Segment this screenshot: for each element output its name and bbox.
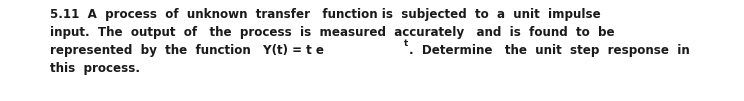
Text: .  Determine   the  unit  step  response  in: . Determine the unit step response in: [409, 44, 690, 57]
Text: t: t: [403, 39, 408, 48]
Text: represented  by  the  function   Y(t) = t e: represented by the function Y(t) = t e: [50, 44, 324, 57]
Text: input.  The  output  of   the  process  is  measured  accurately   and  is  foun: input. The output of the process is meas…: [50, 26, 615, 39]
Text: this  process.: this process.: [50, 62, 140, 75]
Text: 5.11  A  process  of  unknown  transfer   function is  subjected  to  a  unit  i: 5.11 A process of unknown transfer funct…: [50, 8, 600, 21]
